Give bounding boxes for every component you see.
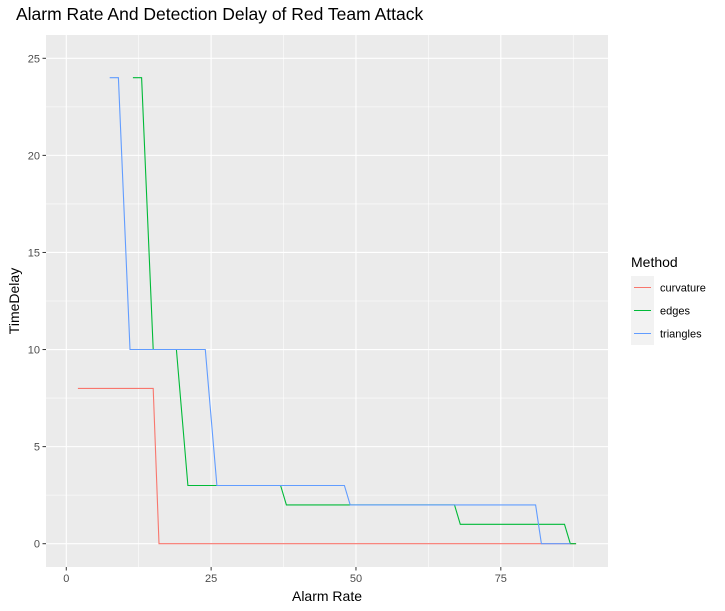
- legend-label-triangles: triangles: [660, 329, 702, 341]
- y-tick-label: 5: [34, 442, 40, 454]
- y-axis-ticks: 0 5 10 15 20 25: [28, 53, 46, 551]
- series-line-triangles: [109, 77, 571, 545]
- x-tick-label: 50: [350, 573, 362, 585]
- legend-label-curvature: curvature: [660, 283, 706, 295]
- y-tick-label: 15: [28, 247, 40, 259]
- legend-label-edges: edges: [660, 306, 690, 318]
- x-tick-label: 0: [63, 573, 69, 585]
- x-axis-title: Alarm Rate: [292, 588, 362, 604]
- series-line-curvature: [77, 387, 577, 545]
- x-tick-label: 75: [495, 573, 507, 585]
- y-axis-title: TimeDelay: [6, 268, 22, 334]
- y-tick-label: 0: [34, 539, 40, 551]
- minor-gridlines: [46, 35, 608, 567]
- y-tick-label: 25: [28, 53, 40, 65]
- series-lines: [77, 77, 577, 545]
- chart-title: Alarm Rate And Detection Delay of Red Te…: [16, 4, 423, 24]
- series-line-edges: [132, 77, 577, 545]
- legend: Method curvature edges triangles: [631, 254, 706, 345]
- legend-title: Method: [631, 254, 678, 270]
- x-tick-label: 25: [205, 573, 217, 585]
- x-axis-ticks: 0 25 50 75: [63, 567, 507, 585]
- y-tick-label: 10: [28, 345, 40, 357]
- y-tick-label: 20: [28, 150, 40, 162]
